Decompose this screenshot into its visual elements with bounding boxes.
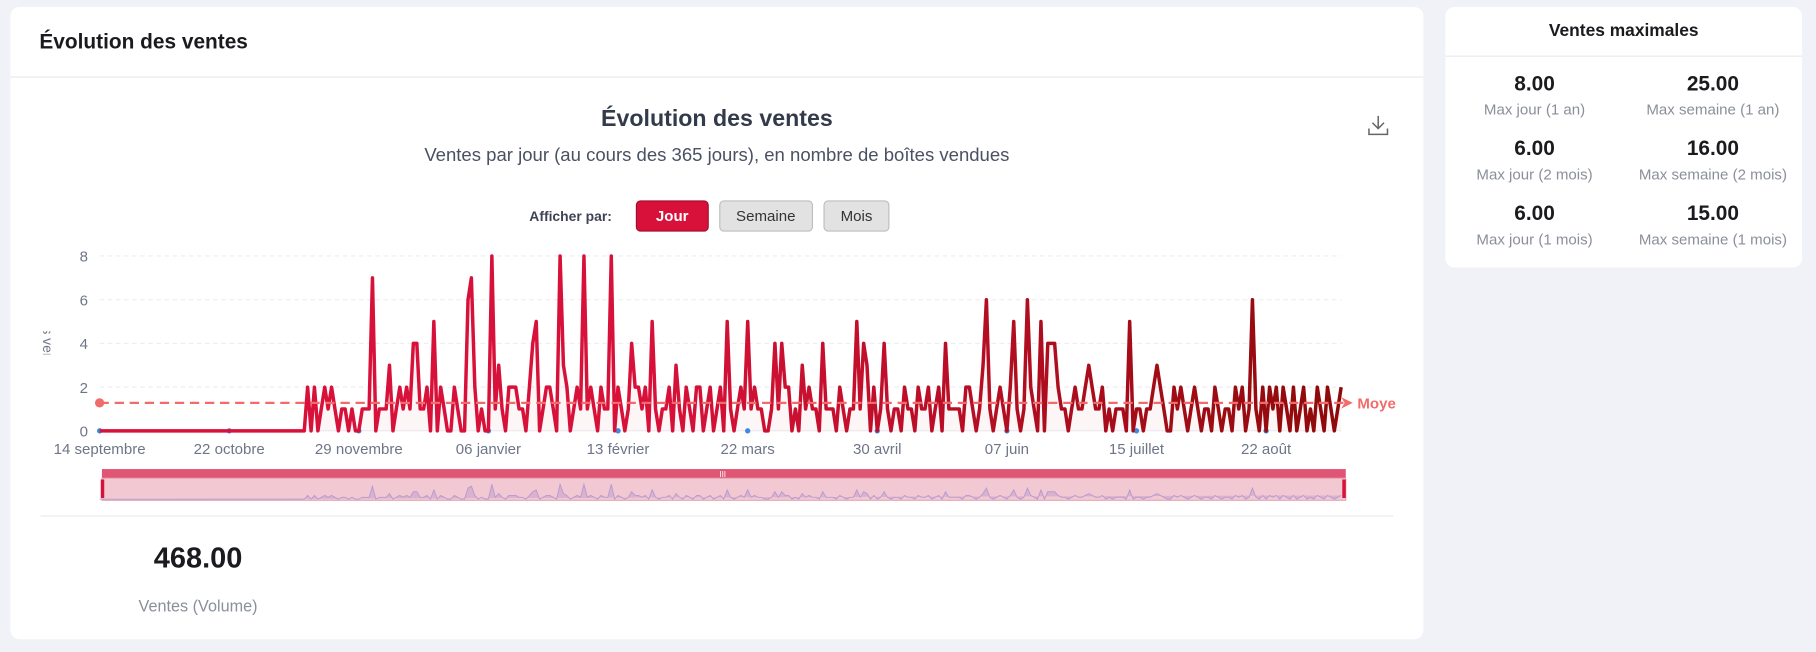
- x-tick-label: 14 septembre: [54, 441, 146, 458]
- period-label: Afficher par:: [529, 207, 612, 225]
- max-stat-label: Max jour (1 an): [1483, 100, 1586, 119]
- period-month-button[interactable]: Mois: [823, 200, 890, 232]
- period-selector: Afficher par: Jour Semaine Mois: [529, 200, 890, 232]
- zoom-handle-right[interactable]: [1342, 479, 1346, 499]
- max-stat-label: Max semaine (1 an): [1646, 100, 1780, 119]
- max-stat-value: 8.00: [1514, 71, 1555, 95]
- x-tick-dot: [615, 428, 621, 434]
- y-axis-label: Boîtes vendues: [40, 295, 56, 391]
- max-stat-label: Max jour (1 mois): [1476, 230, 1593, 248]
- max-stat: 8.00 Max jour (1 an): [1445, 68, 1623, 128]
- max-stat-label: Max semaine (2 mois): [1638, 165, 1787, 183]
- total-sales-value: 468.00: [153, 542, 243, 575]
- zoom-slider-window[interactable]: [101, 477, 1347, 501]
- y-tick-label: 8: [80, 249, 88, 266]
- x-tick-label: 15 juillet: [1109, 441, 1165, 458]
- y-tick-label: 2: [80, 380, 88, 397]
- max-stat: 25.00 Max semaine (1 an): [1624, 68, 1802, 128]
- x-tick-label: 06 janvier: [456, 441, 521, 458]
- y-tick-label: 4: [80, 336, 88, 353]
- max-stat-value: 25.00: [1686, 71, 1739, 95]
- download-icon[interactable]: [1367, 113, 1390, 136]
- max-stat: 6.00 Max jour (1 mois): [1445, 198, 1623, 258]
- max-sales-title: Ventes maximales: [1445, 7, 1803, 57]
- period-week-button[interactable]: Semaine: [718, 200, 813, 232]
- chart-subtitle: Ventes par jour (au cours des 365 jours)…: [424, 145, 1010, 166]
- average-label: Moyenne: [1357, 396, 1422, 413]
- x-tick-label: 22 mars: [720, 441, 774, 458]
- y-tick-label: 0: [80, 424, 88, 441]
- sales-line-chart: 0 2 4 6 8 Boîtes vendues 14 septembre 22 octobr…: [40, 249, 1422, 501]
- average-start-marker: [94, 398, 105, 408]
- x-tick-label: 22 août: [1241, 441, 1292, 458]
- max-stat-value: 6.00: [1514, 136, 1555, 160]
- sales-evolution-card: Évolution des ventes Évolution des vente…: [10, 6, 1424, 640]
- zoom-slider-bar[interactable]: [101, 469, 1346, 479]
- zoom-slider-preview: [99, 482, 1342, 501]
- max-stat-label: Max jour (2 mois): [1476, 165, 1593, 183]
- x-tick-dot: [744, 428, 751, 434]
- max-stat-label: Max semaine (1 mois): [1638, 230, 1787, 248]
- max-sales-card: Ventes maximales 8.00 Max jour (1 an) 25.0…: [1445, 6, 1803, 268]
- total-sales-label: Ventes (Volume): [138, 596, 258, 615]
- series-line: [99, 254, 1343, 433]
- max-stat-value: 15.00: [1686, 201, 1739, 225]
- x-tick-label: 13 février: [587, 441, 650, 458]
- zoom-handle-left[interactable]: [100, 479, 105, 499]
- max-stat: 16.00 Max semaine (2 mois): [1624, 133, 1802, 193]
- divider: [40, 515, 1394, 517]
- card-title: Évolution des ventes: [10, 7, 1424, 78]
- x-tick-label: 30 avril: [853, 441, 902, 458]
- max-stat: 6.00 Max jour (2 mois): [1445, 133, 1623, 193]
- y-tick-label: 6: [80, 292, 88, 309]
- x-tick-dot: [1133, 428, 1140, 434]
- max-stat: 15.00 Max semaine (1 mois): [1624, 198, 1802, 258]
- x-tick-label: 29 novembre: [315, 441, 403, 458]
- period-day-button[interactable]: Jour: [636, 200, 709, 232]
- max-stat-value: 6.00: [1514, 201, 1555, 225]
- x-tick-label: 07 juin: [985, 441, 1029, 458]
- chart-title: Évolution des ventes: [601, 106, 833, 133]
- zoom-drag-icon[interactable]: III: [719, 470, 726, 479]
- average-arrow-icon: [1341, 397, 1353, 409]
- x-tick-label: 22 octobre: [194, 441, 265, 458]
- max-stat-value: 16.00: [1686, 136, 1739, 160]
